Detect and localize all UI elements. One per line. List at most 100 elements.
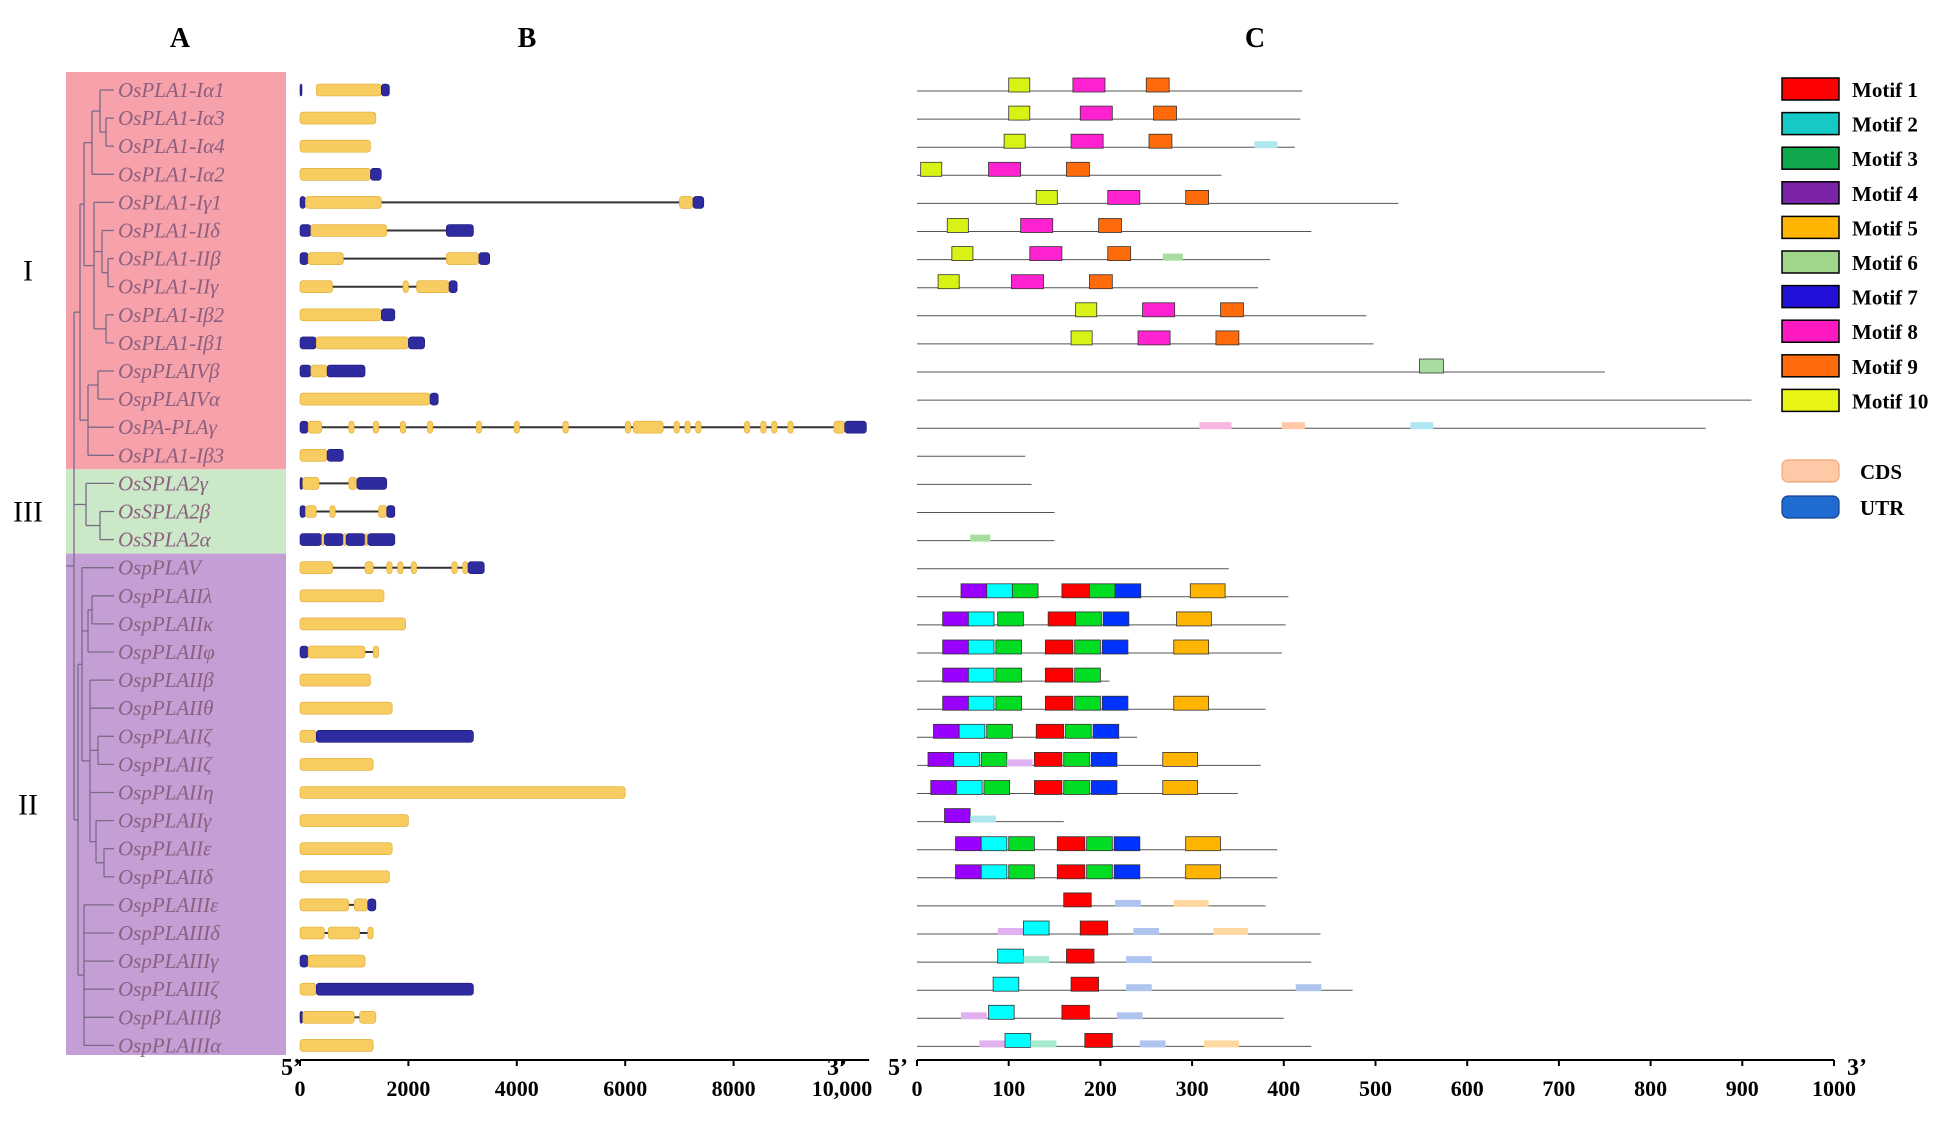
gene-structure [299,982,474,996]
cds-segment [299,758,374,771]
motif-box [1142,302,1176,318]
gene-structure [299,364,366,378]
motif-box [988,1004,1015,1020]
gene-length-axis: 5’ 3’ 0 2000 4000 6000 8000 10,000 [281,1055,872,1101]
group-label: I [23,255,33,288]
cds-segment [624,420,631,434]
cds-segment [372,645,379,659]
motif-box [1220,302,1244,318]
axis-c-tick-label: 400 [1267,1076,1300,1101]
motif-box [970,534,991,542]
gene-structure [299,420,867,434]
legend-item: CDS [1781,459,1902,484]
group-label: III [13,496,43,529]
gene-structure [299,898,377,912]
motif-box [1254,141,1278,149]
motif-box [1090,780,1118,795]
gene-label: OspPLAIIIζ [118,977,220,1001]
group-label: II [18,788,38,821]
legend-label: Motif 4 [1852,182,1918,206]
motif-box [1011,274,1044,290]
cds-segment [299,308,382,322]
gene-label: OsPLA1-IIβ [118,247,221,271]
motif-box [1023,956,1050,964]
legend-item: Motif 3 [1781,146,1918,171]
motif-box [1189,583,1226,599]
utr-segment [315,729,474,743]
cds-segment [562,420,569,434]
motif-row [917,892,1266,908]
motif-box [1029,246,1063,262]
utr-segment [299,196,306,209]
legend-label: Motif 3 [1852,147,1918,171]
cds-segment [299,617,406,631]
motif-box [1092,723,1120,739]
utr-segment [345,533,366,546]
motif-box [1145,77,1170,93]
gene-label: OspPLAIIδ [118,865,214,889]
motif-row [917,667,1110,683]
cds-segment [299,786,626,799]
gene-structure [299,842,393,856]
motif-box [980,836,1008,852]
motif-box [1004,1033,1032,1048]
legend-swatch [1781,215,1840,240]
motif-box [955,864,982,880]
gene-label: OspPLAIIθ [118,696,213,720]
panel-label-b: B [518,23,537,54]
motif-row [917,302,1367,318]
legend-label: Motif 6 [1852,251,1918,275]
cds-segment [378,505,388,518]
utr-segment [299,1010,304,1024]
cds-segment [760,420,767,434]
motif-box [942,639,969,655]
gene-label: OsSPLA2γ [118,471,209,495]
utr-segment [380,308,396,322]
cds-segment [367,926,374,940]
motif-box [951,246,974,262]
gene-structure-list [299,83,867,1052]
motif-box [1088,583,1116,599]
utr-segment [299,364,312,378]
motif-box [1173,695,1210,711]
cds-segment [299,729,317,743]
utr-segment [367,898,377,912]
cds-segment [321,533,325,546]
gene-structure [299,252,490,265]
panel-b: B 5’ 3’ 0 2000 4000 6000 8000 10,000 [281,23,872,1101]
axis-b-tick-label: 4000 [495,1076,539,1101]
gene-label: OspPLAIIIα [118,1033,222,1057]
gene-label: OspPLAIVα [118,387,221,411]
motif-box [1070,133,1104,149]
motif-box [967,695,995,711]
motif-box [1035,723,1065,739]
gene-structure [299,477,388,490]
gene-label: OspPLAIIIγ [118,949,219,973]
motif-box [1075,302,1098,318]
cds-segment [353,898,369,912]
utr-segment [315,982,474,996]
gene-label: OsSPLA2α [118,528,212,552]
protein-length-axis: 5’ 3’ 0 100 200 300 400 500 600 700 800 900 1000 [888,1055,1867,1101]
motif-box [944,808,971,823]
utr-segment [429,392,439,406]
motif-row [917,274,1259,290]
motif-box [1113,864,1141,880]
motif-box [1074,695,1101,711]
gene-structure [299,954,366,968]
panel-label-c: C [1245,23,1265,54]
motif-row [917,695,1266,711]
cds-segment [416,280,450,294]
cds-segment [299,392,431,406]
cds-segment [327,926,360,940]
utr-segment [844,420,867,434]
motif-box [1148,133,1173,149]
motif-box [1139,1040,1166,1048]
cds-segment [315,336,409,350]
cds-segment [299,448,328,462]
cds-segment [462,561,469,575]
utr-segment [299,477,304,490]
motif-row [917,752,1261,767]
legend-label: Motif 5 [1852,216,1918,240]
motif-box [1084,1033,1113,1048]
